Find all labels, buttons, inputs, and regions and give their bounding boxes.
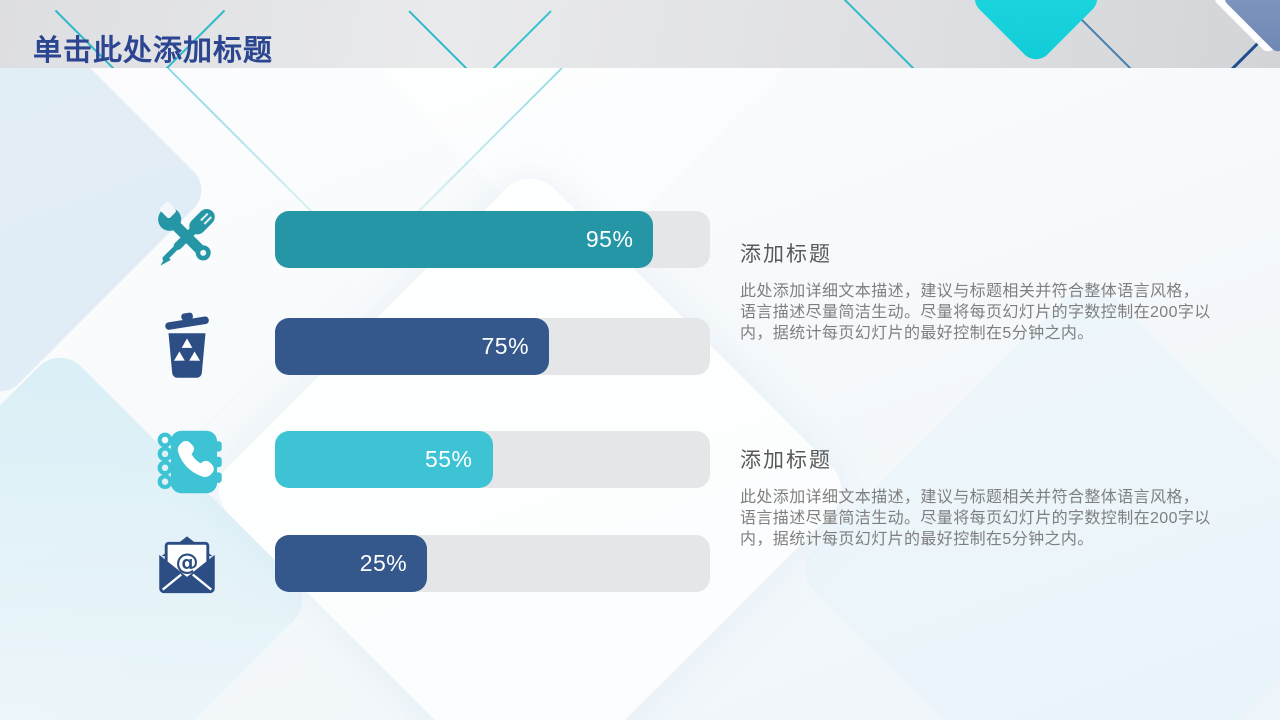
decor-cyan-diamond (968, 0, 1104, 66)
progress-bar-row: 55% (275, 431, 710, 488)
text-block: 添加标题 此处添加详细文本描述，建议与标题相关并符合整体语言风格，语言描述尽量简… (740, 238, 1212, 344)
progress-fill: 55% (275, 431, 493, 488)
progress-bar-row: 75% (275, 318, 710, 375)
progress-bar-row: 95% (275, 211, 710, 268)
slide-title: 单击此处添加标题 (33, 35, 274, 67)
progress-value-label: 25% (359, 550, 408, 576)
block-body: 此处添加详细文本描述，建议与标题相关并符合整体语言风格，语言描述尽量简洁生动。尽… (740, 489, 1211, 548)
progress-fill: 75% (275, 318, 550, 375)
block-heading: 添加标题 (740, 243, 832, 266)
decor-line (458, 10, 552, 68)
progress-bar-row: 25% (275, 535, 710, 592)
progress-fill: 25% (275, 535, 428, 592)
progress-value-label: 95% (585, 226, 634, 252)
progress-value-label: 55% (424, 446, 473, 472)
tools-icon (150, 202, 224, 276)
email-icon: @ (150, 526, 224, 600)
decor-line (408, 10, 502, 68)
block-heading: 添加标题 (740, 449, 832, 472)
decor-line (840, 0, 920, 68)
svg-text:@: @ (175, 550, 198, 576)
header-band: 单击此处添加标题 (0, 0, 1280, 68)
block-body: 此处添加详细文本描述，建议与标题相关并符合整体语言风格，语言描述尽量简洁生动。尽… (740, 283, 1211, 342)
trash-recycle-icon (150, 309, 224, 383)
progress-value-label: 75% (481, 333, 530, 359)
contact-book-phone-icon (150, 425, 224, 499)
progress-fill: 95% (275, 211, 654, 268)
text-block: 添加标题 此处添加详细文本描述，建议与标题相关并符合整体语言风格，语言描述尽量简… (740, 444, 1212, 550)
